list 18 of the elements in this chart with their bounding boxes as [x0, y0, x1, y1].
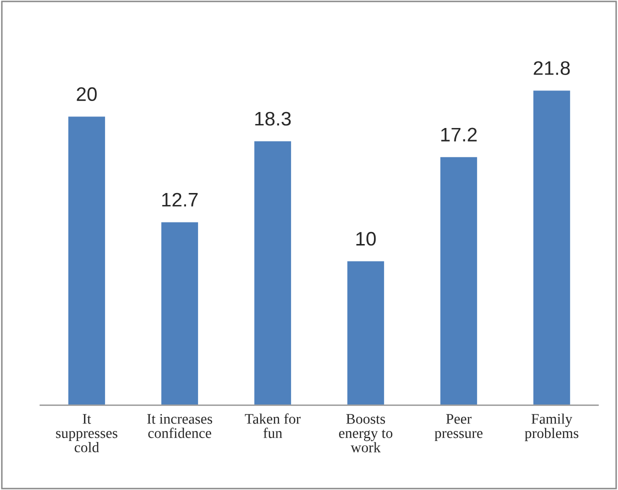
- data-label: 17.2: [441, 128, 477, 142]
- data-label: 10: [356, 232, 376, 246]
- bar: [346, 260, 386, 406]
- bar: [532, 89, 572, 406]
- data-label: 20: [76, 87, 97, 102]
- x-tick-label: It increases confidence: [147, 414, 212, 438]
- bar: [160, 220, 200, 406]
- data-label: 12.7: [162, 192, 198, 206]
- data-label: 21.8: [534, 61, 570, 75]
- bar: [252, 140, 292, 406]
- bar: [66, 115, 106, 406]
- x-tick-label: Peer pressure: [434, 414, 482, 442]
- x-tick-label: It suppresses cold: [56, 414, 118, 452]
- data-label: 18.3: [255, 112, 291, 126]
- bar: [438, 156, 478, 406]
- x-tick-label: Boosts energy to work: [339, 414, 392, 452]
- x-tick-label: Family problems: [524, 414, 578, 442]
- x-tick-label: Taken for fun: [244, 413, 301, 438]
